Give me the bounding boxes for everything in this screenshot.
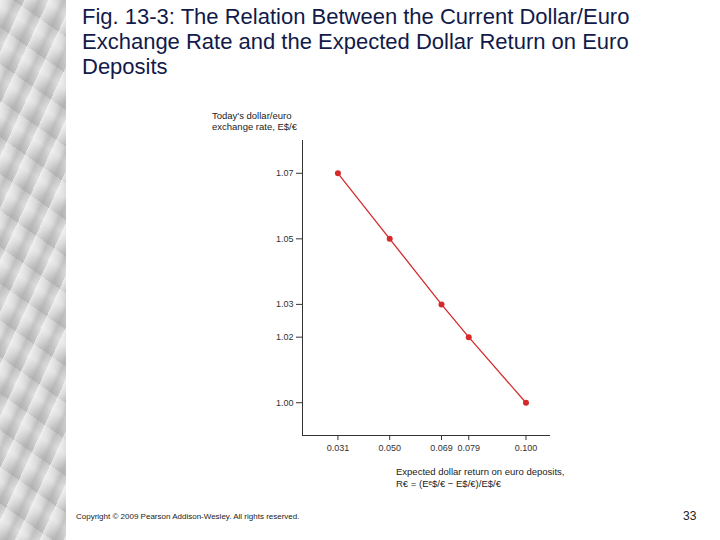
svg-text:1.00: 1.00 — [276, 398, 294, 408]
svg-text:1.02: 1.02 — [276, 332, 294, 342]
svg-text:0.031: 0.031 — [327, 443, 350, 453]
svg-text:0.079: 0.079 — [457, 443, 480, 453]
html-text:Copyright © 2009 Pearson Addis: Copyright © 2009 Pearson Addison-Wesley.… — [76, 512, 300, 521]
html-text:Expected dollar return on euro: Expected dollar return on euro deposits,… — [396, 466, 565, 489]
html-text:Fig. 13-3: The Relation Betwee: Fig. 13-3: The Relation Between the Curr… — [82, 4, 630, 79]
svg-text:1.03: 1.03 — [276, 299, 294, 309]
svg-text:1.05: 1.05 — [276, 234, 294, 244]
html-text:Today's dollar/euro exchange r: Today's dollar/euro exchange rate, E$/€ — [212, 110, 297, 132]
svg-text:0.069: 0.069 — [430, 443, 453, 453]
svg-text:0.050: 0.050 — [378, 443, 401, 453]
svg-text:1.07: 1.07 — [276, 168, 294, 178]
svg-text:0.100: 0.100 — [515, 443, 538, 453]
html-text:33: 33 — [683, 509, 697, 523]
